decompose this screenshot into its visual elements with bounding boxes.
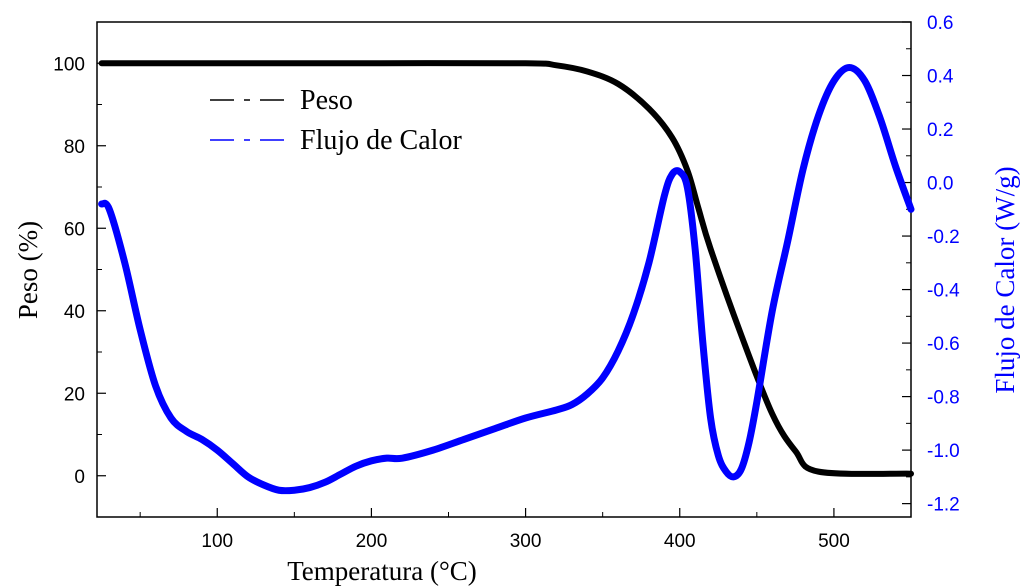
right-tick-label: -0.6	[927, 334, 960, 355]
left-tick-label: 80	[64, 137, 85, 158]
legend: Peso Flujo de Calor	[210, 85, 462, 156]
legend-label-flujo: Flujo de Calor	[300, 125, 462, 156]
left-tick-label: 0	[74, 467, 85, 488]
right-tick-label: 0.4	[927, 67, 954, 88]
right-tick-label: -0.4	[927, 281, 960, 302]
right-tick-label: 0.0	[927, 174, 953, 195]
right-tick-label: 0.2	[927, 120, 953, 141]
left-axis-title: Peso (%)	[13, 221, 43, 319]
x-tick-label: 300	[510, 531, 542, 552]
right-tick-label: -0.8	[927, 388, 960, 409]
right-tick-label: -0.2	[927, 227, 960, 248]
left-tick-label: 100	[53, 54, 85, 75]
x-axis-title: Temperatura (°C)	[287, 556, 477, 586]
axis-ticks	[97, 21, 912, 518]
legend-item-flujo: Flujo de Calor	[210, 125, 462, 156]
right-tick-label: 0.6	[927, 13, 953, 34]
right-axis-title: Flujo de Calor (W/g)	[990, 166, 1020, 393]
tick-labels: 100 200 300 400 500 0 20 40 60 80 100 -1.2 -1.0 -0.8 -…	[53, 13, 960, 552]
right-tick-label: -1.0	[927, 441, 960, 462]
x-tick-label: 100	[201, 531, 233, 552]
series-line-peso	[98, 60, 914, 477]
left-tick-label: 20	[64, 384, 85, 405]
series-line-flujo-de-calor	[98, 63, 915, 495]
left-tick-label: 60	[64, 219, 85, 240]
series-layer	[98, 60, 915, 495]
left-tick-label: 40	[64, 302, 85, 323]
x-tick-label: 400	[664, 531, 696, 552]
legend-label-peso: Peso	[300, 85, 353, 116]
legend-item-peso: Peso	[210, 85, 353, 116]
x-tick-label: 500	[818, 531, 850, 552]
x-tick-label: 200	[356, 531, 388, 552]
right-tick-label: -1.2	[927, 495, 960, 516]
